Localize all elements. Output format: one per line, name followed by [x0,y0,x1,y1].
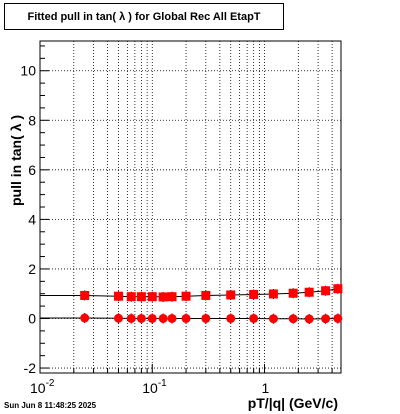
y-tick-label: 8 [28,112,36,128]
data-point-square [249,289,259,299]
series-line [84,288,338,298]
data-point-circle [201,313,211,323]
y-axis-label: pull in tan( λ ) [8,115,24,206]
data-point-square [333,284,343,294]
y-tick-label: -2 [24,360,37,376]
data-point-circle [147,313,157,323]
data-point-square [181,291,191,301]
data-point-square [158,292,168,302]
chart-title: Fitted pull in tan( λ ) for Global Rec A… [4,3,284,30]
plot-frame [39,40,342,374]
data-point-circle [288,314,298,324]
data-point-circle [226,313,236,323]
data-point-square [167,292,177,302]
data-marks [40,283,343,324]
data-point-circle [181,313,191,323]
x-tick-label: 10-1 [142,378,167,396]
y-tick-label: 6 [28,162,36,178]
data-point-circle [126,313,136,323]
data-point-circle [268,314,278,324]
data-point-square [201,290,211,300]
grid [39,41,341,373]
y-tick-label: 2 [28,261,36,277]
data-point-circle [158,313,168,323]
data-point-square [268,289,278,299]
data-point-square [226,290,236,300]
data-point-square [113,291,123,301]
data-point-square [136,292,146,302]
data-point-square [288,288,298,298]
x-tick-label: 10-2 [30,378,55,396]
y-tick-label: 0 [28,310,36,326]
y-tick-label: 10 [20,63,36,79]
data-point-circle [80,313,90,323]
y-tick-label: 4 [28,211,36,227]
timestamp: Sun Jun 8 11:48:25 2025 [4,401,97,410]
data-point-circle [249,313,259,323]
data-point-circle [333,313,343,323]
data-point-square [321,286,331,296]
data-point-square [147,292,157,302]
data-point-circle [113,313,123,323]
data-point-circle [167,313,177,323]
x-axis-label: pT/|q| (GeV/c) [247,395,338,411]
data-point-square [126,292,136,302]
tick-labels: -2 0 2 4 6 8 10 10-2 10-1 1 [20,63,269,396]
series-line [84,317,338,320]
data-point-square [304,287,314,297]
x-tick-label: 1 [262,380,270,396]
data-point-circle [136,313,146,323]
data-point-circle [321,314,331,324]
data-point-circle [304,314,314,324]
data-point-square [80,290,90,300]
axis-ticks [39,45,333,373]
